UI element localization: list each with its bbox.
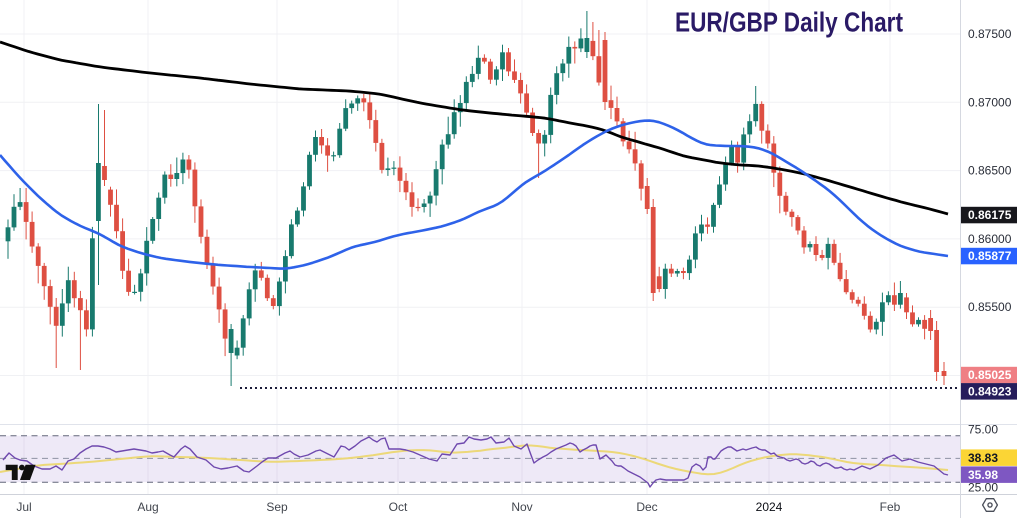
svg-text:75.00: 75.00 <box>968 423 998 437</box>
svg-text:0.85025: 0.85025 <box>968 368 1012 382</box>
svg-text:25.00: 25.00 <box>968 481 998 495</box>
svg-text:0.87500: 0.87500 <box>968 27 1012 41</box>
svg-text:EUR/GBP Daily Chart: EUR/GBP Daily Chart <box>675 7 903 38</box>
svg-text:0.84923: 0.84923 <box>968 385 1012 399</box>
svg-text:0.85877: 0.85877 <box>968 249 1012 263</box>
svg-text:Sep: Sep <box>266 500 288 514</box>
svg-text:38.83: 38.83 <box>968 451 998 465</box>
svg-text:2024: 2024 <box>756 500 783 514</box>
svg-text:Nov: Nov <box>511 500 532 514</box>
svg-text:Aug: Aug <box>137 500 158 514</box>
svg-text:0.86175: 0.86175 <box>968 208 1012 222</box>
svg-text:35.98: 35.98 <box>968 468 998 482</box>
svg-text:0.87000: 0.87000 <box>968 95 1012 109</box>
svg-text:Jul: Jul <box>16 500 31 514</box>
svg-text:Oct: Oct <box>389 500 408 514</box>
svg-text:0.86500: 0.86500 <box>968 164 1012 178</box>
svg-text:0.85500: 0.85500 <box>968 300 1012 314</box>
svg-text:Dec: Dec <box>636 500 657 514</box>
svg-text:Feb: Feb <box>880 500 901 514</box>
svg-text:0.86000: 0.86000 <box>968 232 1012 246</box>
